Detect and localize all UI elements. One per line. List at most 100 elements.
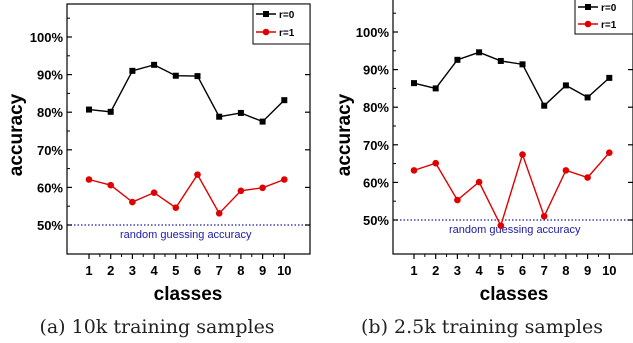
point-r0-b-6 xyxy=(519,61,526,68)
point-r0-a-1 xyxy=(86,106,92,113)
y-tick-label-a-80: 80% xyxy=(37,105,63,120)
plot-frame-b xyxy=(392,0,633,255)
y-tick-label-a-70: 70% xyxy=(37,143,63,158)
point-r1-a-6 xyxy=(194,171,201,178)
reference-line-group-a: random guessing accuracy xyxy=(67,224,310,241)
x-tick-label-b-2: 2 xyxy=(432,263,439,278)
y-axis-title-a: accuracy xyxy=(6,93,27,176)
y-ticks-a: 50% 60% 70% 80% 90% 100% xyxy=(30,17,310,233)
legend-marker-r1-b xyxy=(584,20,592,28)
y-ticks-b: 50% 60% 70% 80% 90% 100% xyxy=(356,12,633,228)
point-r1-a-10 xyxy=(281,176,288,183)
x-tick-label-b-1: 1 xyxy=(410,263,417,278)
y-tick-label-a-90: 90% xyxy=(37,68,63,83)
point-r0-b-5 xyxy=(497,57,504,64)
x-tick-label-a-10: 10 xyxy=(277,263,291,278)
legend-label-r0-a: r=0 xyxy=(279,10,295,21)
point-r1-b-5 xyxy=(497,222,505,229)
point-r1-a-7 xyxy=(215,210,223,217)
point-r0-b-8 xyxy=(562,82,569,89)
legend-b: r=0 r=1 xyxy=(574,0,633,35)
series-line-r1-a xyxy=(88,173,285,215)
x-tick-label-a-8: 8 xyxy=(237,263,244,278)
y-tick-label-b-100: 100% xyxy=(356,25,390,40)
point-r1-a-2 xyxy=(107,181,114,189)
y-axis-title-b: accuracy xyxy=(334,93,355,176)
x-tick-label-b-8: 8 xyxy=(562,263,569,278)
point-r1-a-4 xyxy=(150,189,158,196)
series-r0-b xyxy=(411,49,613,109)
reference-line-group-b: random guessing accuracy xyxy=(393,219,633,236)
series-r1-a xyxy=(85,171,288,217)
point-r1-b-3 xyxy=(454,196,461,204)
series-line-r0-a xyxy=(88,64,285,123)
point-r1-a-9 xyxy=(259,184,266,192)
legend-a: r=0 r=1 xyxy=(252,3,311,45)
point-r0-a-9 xyxy=(259,118,266,125)
y-tick-label-a-100: 100% xyxy=(30,30,64,45)
legend-label-r0-b: r=0 xyxy=(601,3,617,14)
point-r1-b-9 xyxy=(584,174,591,181)
x-tick-label-a-9: 9 xyxy=(259,263,266,278)
y-tick-label-b-80: 80% xyxy=(363,100,389,115)
point-r0-b-3 xyxy=(454,56,461,63)
point-r0-b-1 xyxy=(411,80,417,87)
x-axis-title-b: classes xyxy=(480,284,549,305)
point-r1-b-2 xyxy=(432,159,440,167)
point-r0-b-7 xyxy=(541,102,548,109)
x-tick-label-a-3: 3 xyxy=(129,263,136,278)
x-ticks-a: 1 2 3 4 5 6 7 8 9 10 xyxy=(85,254,292,278)
series-line-r0-b xyxy=(413,51,610,107)
point-r0-a-2 xyxy=(107,108,114,115)
legend-marker-r0-a xyxy=(263,11,269,17)
series-line-r1-b xyxy=(413,152,610,228)
point-r1-a-5 xyxy=(172,204,180,212)
point-r1-b-4 xyxy=(475,178,483,186)
y-tick-label-b-90: 90% xyxy=(363,63,389,78)
point-r1-a-8 xyxy=(237,187,245,195)
point-r1-a-3 xyxy=(129,198,136,206)
y-tick-label-b-60: 60% xyxy=(363,175,389,190)
x-tick-label-a-6: 6 xyxy=(194,263,201,278)
point-r0-b-9 xyxy=(584,94,591,101)
legend-label-r1-b: r=1 xyxy=(601,20,617,31)
point-r0-a-3 xyxy=(129,67,136,74)
reference-label-b: random guessing accuracy xyxy=(449,224,581,236)
x-tick-label-a-4: 4 xyxy=(150,263,158,278)
x-tick-label-a-1: 1 xyxy=(85,263,92,278)
x-axis-title-a: classes xyxy=(154,284,223,305)
point-r0-b-2 xyxy=(432,85,439,92)
y-tick-label-a-50: 50% xyxy=(37,218,63,233)
reference-label-a: random guessing accuracy xyxy=(120,229,252,241)
point-r1-b-10 xyxy=(606,149,613,156)
point-r0-b-4 xyxy=(476,49,483,56)
legend-label-r1-a: r=1 xyxy=(279,28,295,39)
y-tick-label-a-60: 60% xyxy=(37,180,63,195)
panel-a: random guessing accuracy 50% 60% 70% 80% 90%… xyxy=(6,3,311,338)
x-tick-label-b-5: 5 xyxy=(497,263,504,278)
y-tick-label-b-70: 70% xyxy=(363,138,389,153)
x-tick-label-a-7: 7 xyxy=(216,263,223,278)
x-tick-label-b-6: 6 xyxy=(519,263,526,278)
legend-marker-r1-a xyxy=(262,28,270,36)
x-tick-label-b-9: 9 xyxy=(584,263,591,278)
point-r1-b-8 xyxy=(562,167,570,174)
legend-marker-r0-b xyxy=(585,4,591,10)
point-r1-b-7 xyxy=(540,212,548,220)
y-tick-label-b-50: 50% xyxy=(363,213,389,228)
point-r1-a-1 xyxy=(85,176,93,183)
point-r0-b-10 xyxy=(606,74,613,81)
point-r0-a-4 xyxy=(151,61,158,68)
series-r0-a xyxy=(86,61,288,125)
point-r0-a-6 xyxy=(194,73,201,80)
x-tick-label-b-7: 7 xyxy=(541,263,548,278)
series-r1-b xyxy=(410,149,613,229)
legend-box-a xyxy=(252,3,311,45)
x-tick-label-b-3: 3 xyxy=(454,263,461,278)
point-r0-a-5 xyxy=(172,72,179,79)
x-ticks-b: 1 2 3 4 5 6 7 8 9 10 xyxy=(410,254,617,278)
legend-box-b xyxy=(574,0,633,35)
x-tick-label-a-2: 2 xyxy=(107,263,114,278)
x-tick-label-b-4: 4 xyxy=(475,263,483,278)
